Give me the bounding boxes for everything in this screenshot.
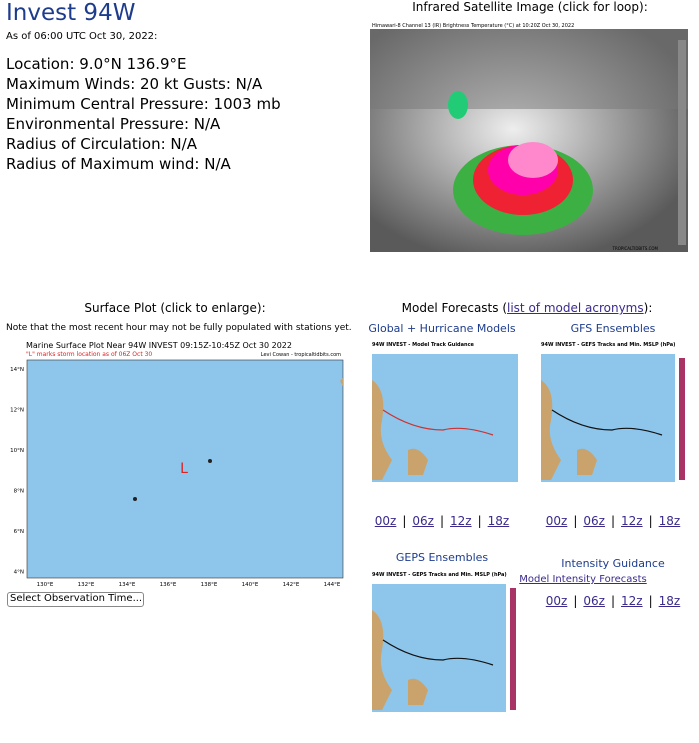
separator: |	[610, 514, 616, 528]
lon-label: 138°E	[201, 582, 218, 588]
title: Invest 94W	[6, 0, 136, 26]
intensity-title: Intensity Guidance	[561, 557, 665, 570]
thumb-ocean	[372, 354, 518, 482]
intensity-runs: 00z | 06z | 12z | 18z	[546, 594, 680, 608]
map-title: Marine Surface Plot Near 94W INVEST 09:1…	[26, 341, 292, 350]
intensity-link[interactable]: Model Intensity Forecasts	[519, 574, 647, 585]
thumb-colorbar	[679, 358, 685, 480]
lat-label: 6°N	[14, 529, 24, 535]
thumb-land	[541, 380, 597, 480]
storm-marker: L	[180, 461, 188, 477]
model-thumbnail[interactable]: 94W INVEST - GEPS Tracks and Min. MSLP (…	[368, 570, 521, 722]
separator: |	[402, 514, 407, 528]
separator: |	[573, 594, 578, 608]
lat-label: 10°N	[10, 448, 24, 454]
run-link[interactable]: 18z	[658, 514, 681, 528]
as-of: As of 06:00 UTC Oct 30, 2022:	[6, 31, 158, 42]
surface-map[interactable]: Marine Surface Plot Near 94W INVEST 09:1…	[4, 341, 346, 591]
thumb-track	[382, 409, 494, 436]
thumb-ocean	[372, 584, 506, 712]
separator: |	[573, 514, 578, 528]
lon-label: 140°E	[242, 582, 259, 588]
thumb-land	[372, 380, 428, 480]
separator: |	[648, 514, 653, 528]
acronyms-link[interactable]: list of model acronyms	[507, 301, 644, 315]
run-links: 00z | 06z | 12z | 18z	[546, 514, 680, 528]
panel-title: GFS Ensembles	[570, 322, 656, 335]
run-link[interactable]: 06z	[583, 594, 605, 608]
run-link[interactable]: 12z	[621, 594, 643, 608]
map-credit: Levi Cowan - tropicaltidbits.com	[261, 352, 341, 358]
lat-label: 12°N	[10, 408, 24, 414]
detail-line: Location: 9.0°N 136.9°E	[6, 55, 187, 73]
lon-label: 130°E	[37, 582, 54, 588]
thumb-title: 94W INVEST - GEFS Tracks and Min. MSLP (…	[541, 342, 675, 348]
detail-line: Radius of Circulation: N/A	[6, 135, 197, 153]
thumb-title: 94W INVEST - GEPS Tracks and Min. MSLP (…	[372, 572, 507, 578]
satellite-image[interactable]: Himawari-8 Channel 13 (IR) Brightness Te…	[358, 20, 692, 262]
lat-label: 14°N	[10, 367, 24, 373]
thumb-colorbar	[510, 588, 516, 710]
lon-label: 144°E	[324, 582, 341, 588]
heading-suffix: ):	[643, 301, 653, 315]
run-link[interactable]: 12z	[450, 514, 472, 528]
run-link[interactable]: 18z	[658, 594, 681, 608]
thumb-title: 94W INVEST - Model Track Guidance	[372, 342, 475, 348]
model-thumbnail[interactable]: 94W INVEST - Model Track Guidance	[368, 340, 521, 492]
satellite-image-title: Himawari-8 Channel 13 (IR) Brightness Te…	[372, 23, 574, 29]
lat-label: 4°N	[14, 570, 24, 576]
separator: |	[439, 514, 445, 528]
observation-select[interactable]: Select Observation Time...	[7, 592, 144, 607]
run-link[interactable]: 00z	[545, 514, 568, 528]
thumb-track	[382, 639, 494, 666]
heading-prefix: Model Forecasts (	[401, 301, 508, 315]
detail-line: Environmental Pressure: N/A	[6, 115, 221, 133]
run-link[interactable]: 06z	[412, 514, 434, 528]
surface-heading: Surface Plot (click to enlarge):	[84, 301, 266, 315]
run-link[interactable]: 12z	[621, 514, 643, 528]
surface-note: Note that the most recent hour may not b…	[6, 323, 352, 333]
models-heading: Model Forecasts (list of model acronyms)…	[402, 301, 653, 315]
detail-line: Radius of Maximum wind: N/A	[6, 155, 231, 173]
run-link[interactable]: 06z	[583, 514, 605, 528]
map-subtitle: "L" marks storm location as of 06Z Oct 3…	[26, 351, 152, 358]
model-thumbnail[interactable]: 94W INVEST - GEFS Tracks and Min. MSLP (…	[537, 340, 690, 492]
lon-label: 134°E	[119, 582, 136, 588]
lon-label: 132°E	[78, 582, 95, 588]
panel-title: GEPS Ensembles	[395, 551, 489, 564]
detail-line: Maximum Winds: 20 kt Gusts: N/A	[6, 75, 263, 93]
run-link[interactable]: 00z	[374, 514, 397, 528]
lon-label: 136°E	[160, 582, 177, 588]
thumb-land	[372, 610, 428, 710]
details: Location: 9.0°N 136.9°E Maximum Winds: 20…	[6, 54, 281, 174]
separator: |	[477, 514, 482, 528]
separator: |	[648, 594, 653, 608]
separator: |	[610, 594, 616, 608]
run-link[interactable]: 18z	[487, 514, 510, 528]
thumb-ocean	[541, 354, 675, 482]
thumb-track	[551, 409, 663, 436]
detail-line: Minimum Central Pressure: 1003 mb	[6, 95, 281, 113]
run-link[interactable]: 00z	[545, 594, 568, 608]
satellite-credit: TROPICALTIDBITS.COM	[612, 246, 659, 251]
lon-label: 142°E	[283, 582, 300, 588]
satellite-heading: Infrared Satellite Image (click for loop…	[412, 0, 648, 14]
run-links: 00z | 06z | 12z | 18z	[375, 514, 509, 528]
lat-label: 8°N	[14, 489, 24, 495]
panel-title: Global + Hurricane Models	[368, 322, 516, 335]
